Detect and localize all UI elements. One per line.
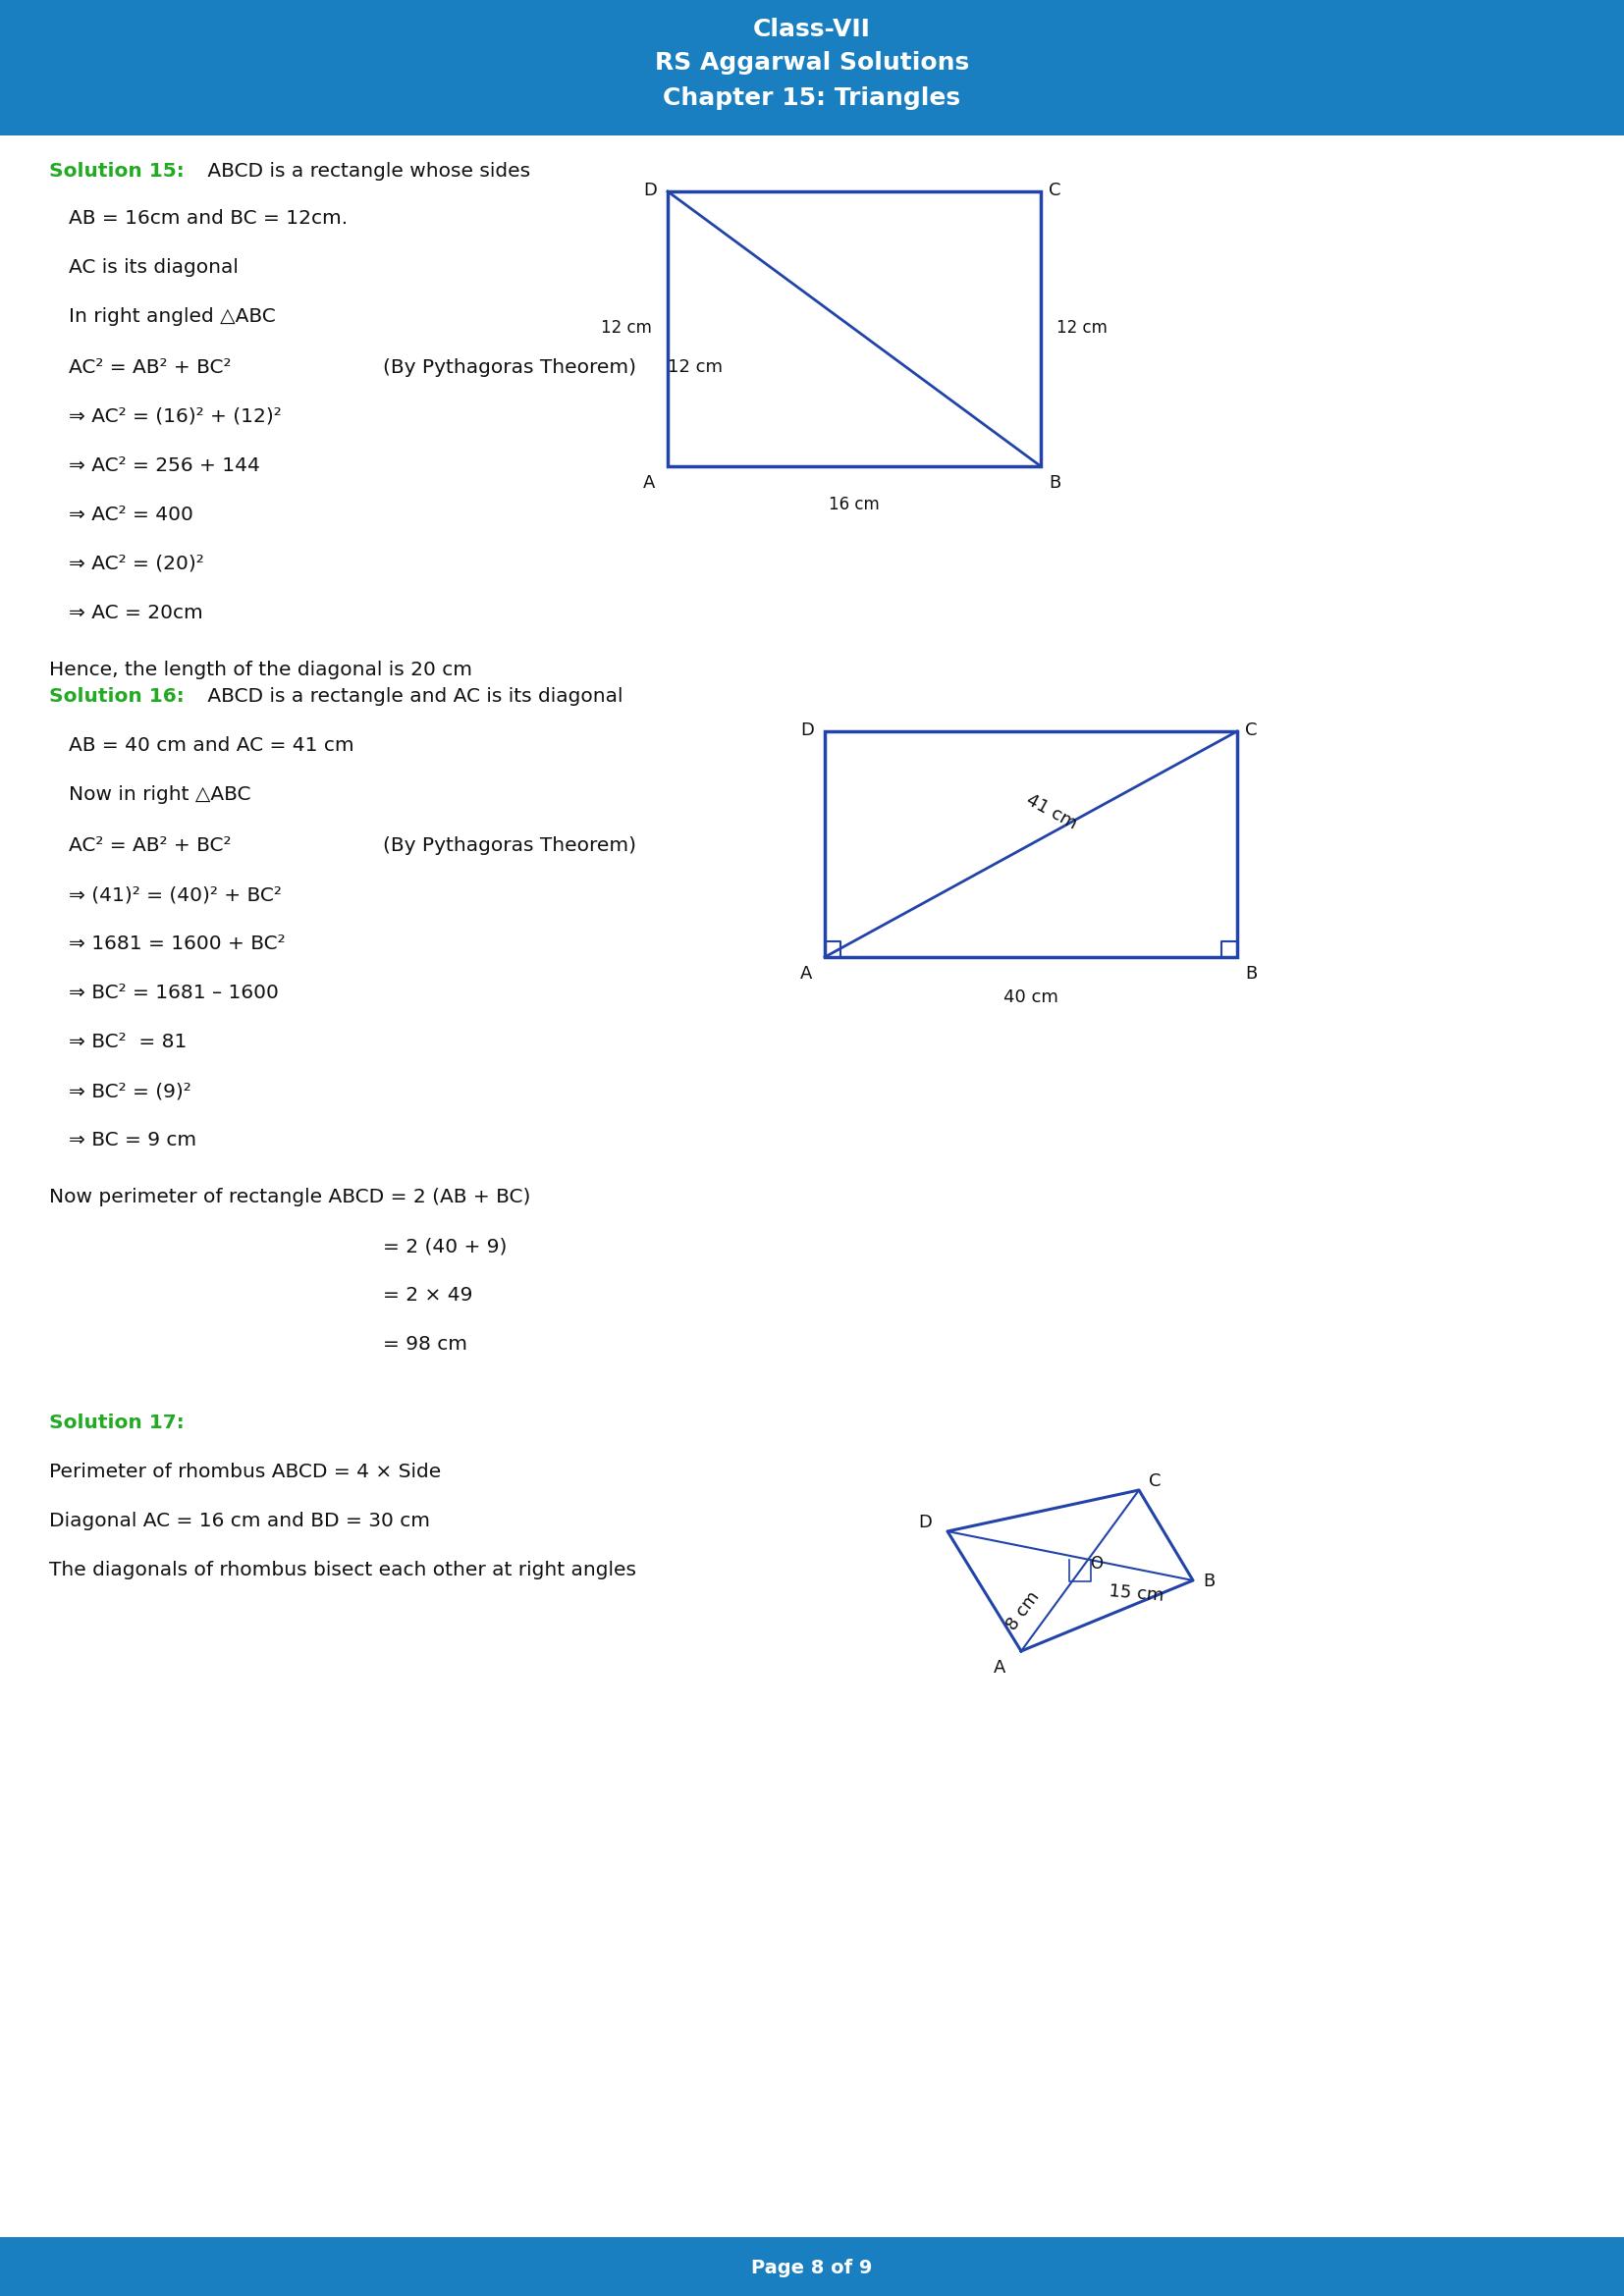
Text: 12 cm: 12 cm (1057, 319, 1108, 338)
Text: 12 cm: 12 cm (667, 358, 723, 377)
Text: O: O (1090, 1554, 1103, 1573)
Text: In right angled △ABC: In right angled △ABC (68, 308, 276, 326)
Text: Now perimeter of rectangle ABCD = 2 (AB + BC): Now perimeter of rectangle ABCD = 2 (AB … (49, 1187, 531, 1205)
Text: Solution 16:: Solution 16: (49, 687, 185, 705)
Text: 41 cm: 41 cm (1023, 792, 1080, 833)
Text: 12 cm: 12 cm (601, 319, 651, 338)
Text: Hence, the length of the diagonal is 20 cm: Hence, the length of the diagonal is 20 … (49, 661, 473, 680)
Bar (825, 732, 1237, 957)
Text: ⇒ BC² = 1681 – 1600: ⇒ BC² = 1681 – 1600 (68, 983, 279, 1003)
Text: Perimeter of rhombus ABCD = 4 × Side: Perimeter of rhombus ABCD = 4 × Side (49, 1463, 442, 1481)
Text: C: C (1148, 1472, 1161, 1490)
Text: ⇒ AC² = (16)² + (12)²: ⇒ AC² = (16)² + (12)² (68, 406, 281, 427)
Text: AC² = AB² + BC²: AC² = AB² + BC² (68, 836, 231, 854)
Text: 40 cm: 40 cm (1004, 990, 1059, 1006)
Text: = 98 cm: = 98 cm (383, 1334, 468, 1355)
Text: Chapter 15: Triangles: Chapter 15: Triangles (663, 87, 961, 110)
Text: RS Aggarwal Solutions: RS Aggarwal Solutions (654, 51, 970, 73)
Text: ⇒ AC² = 400: ⇒ AC² = 400 (68, 505, 193, 523)
Text: The diagonals of rhombus bisect each other at right angles: The diagonals of rhombus bisect each oth… (49, 1561, 637, 1580)
Text: A: A (994, 1660, 1005, 1676)
Text: ⇒ BC = 9 cm: ⇒ BC = 9 cm (68, 1132, 197, 1150)
Text: ⇒ AC² = (20)²: ⇒ AC² = (20)² (68, 556, 205, 574)
Text: D: D (918, 1513, 932, 1531)
Text: AC is its diagonal: AC is its diagonal (68, 257, 239, 278)
Text: Solution 15:: Solution 15: (49, 163, 185, 181)
Text: = 2 (40 + 9): = 2 (40 + 9) (383, 1238, 507, 1256)
Text: (By Pythagoras Theorem): (By Pythagoras Theorem) (383, 836, 637, 854)
Text: = 2 × 49: = 2 × 49 (383, 1286, 473, 1304)
Text: B: B (1246, 964, 1257, 983)
Text: Diagonal AC = 16 cm and BD = 30 cm: Diagonal AC = 16 cm and BD = 30 cm (49, 1511, 430, 1531)
Text: ABCD is a rectangle whose sides: ABCD is a rectangle whose sides (201, 163, 531, 181)
Text: ⇒ (41)² = (40)² + BC²: ⇒ (41)² = (40)² + BC² (68, 886, 281, 905)
Text: (By Pythagoras Theorem): (By Pythagoras Theorem) (383, 358, 637, 377)
Text: Page 8 of 9: Page 8 of 9 (752, 2259, 872, 2278)
Text: ABCD is a rectangle and AC is its diagonal: ABCD is a rectangle and AC is its diagon… (201, 687, 624, 705)
Text: Solution 17:: Solution 17: (49, 1414, 185, 1433)
Text: ⇒ AC² = 256 + 144: ⇒ AC² = 256 + 144 (68, 457, 260, 475)
Text: A: A (643, 473, 654, 491)
Text: B: B (1049, 473, 1060, 491)
Text: C: C (1049, 181, 1060, 200)
Text: AC² = AB² + BC²: AC² = AB² + BC² (68, 358, 231, 377)
Text: 15 cm: 15 cm (1108, 1582, 1164, 1605)
Text: A: A (801, 964, 812, 983)
Text: C: C (1246, 721, 1257, 739)
Text: ⇒ AC = 20cm: ⇒ AC = 20cm (68, 604, 203, 622)
Text: 16 cm: 16 cm (828, 496, 880, 514)
Text: AB = 16cm and BC = 12cm.: AB = 16cm and BC = 12cm. (68, 209, 348, 227)
Text: ⇒ 1681 = 1600 + BC²: ⇒ 1681 = 1600 + BC² (68, 934, 286, 953)
Text: 8 cm: 8 cm (1004, 1589, 1043, 1635)
Text: AB = 40 cm and AC = 41 cm: AB = 40 cm and AC = 41 cm (68, 737, 354, 755)
Text: ⇒ BC²  = 81: ⇒ BC² = 81 (68, 1033, 187, 1052)
Text: Class-VII: Class-VII (754, 18, 870, 41)
Text: ⇒ BC² = (9)²: ⇒ BC² = (9)² (68, 1081, 192, 1100)
Text: D: D (801, 721, 814, 739)
Text: D: D (643, 181, 656, 200)
Text: Now in right △ABC: Now in right △ABC (68, 785, 250, 804)
Bar (667, 191, 1041, 466)
Text: B: B (1203, 1573, 1215, 1591)
